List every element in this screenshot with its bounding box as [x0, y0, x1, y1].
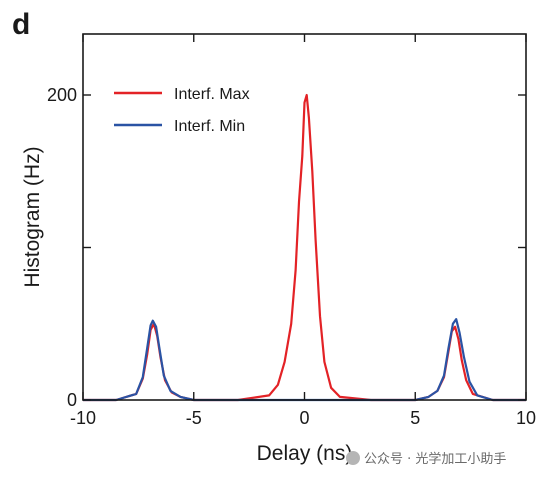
legend-label: Interf. Max — [174, 86, 250, 103]
panel-label: d — [12, 8, 31, 41]
watermark: 公众号 · 光学加工小助手 — [346, 448, 506, 467]
series-line-interf-max — [83, 93, 526, 402]
x-tick-label: 10 — [516, 408, 536, 428]
legend: Interf. Max Interf. Min — [114, 86, 250, 135]
tick-layer: -10 -5 0 5 10 0 200 — [47, 34, 536, 428]
legend-label: Interf. Min — [174, 118, 245, 135]
x-tick-label: -10 — [70, 408, 96, 428]
x-tick-label: -5 — [186, 408, 202, 428]
watermark-text: 公众号 · 光学加工小助手 — [364, 452, 507, 467]
x-tick-label: 5 — [410, 408, 420, 428]
y-axis-label: Histogram (Hz) — [21, 146, 44, 287]
x-tick-label: 0 — [299, 408, 309, 428]
x-axis-label: Delay (ns) — [257, 442, 353, 465]
y-tick-label: 200 — [47, 85, 77, 105]
y-tick-label: 0 — [67, 390, 77, 410]
series-line-interf-min — [83, 318, 526, 402]
wechat-icon — [346, 450, 360, 465]
series-layer — [83, 93, 526, 402]
